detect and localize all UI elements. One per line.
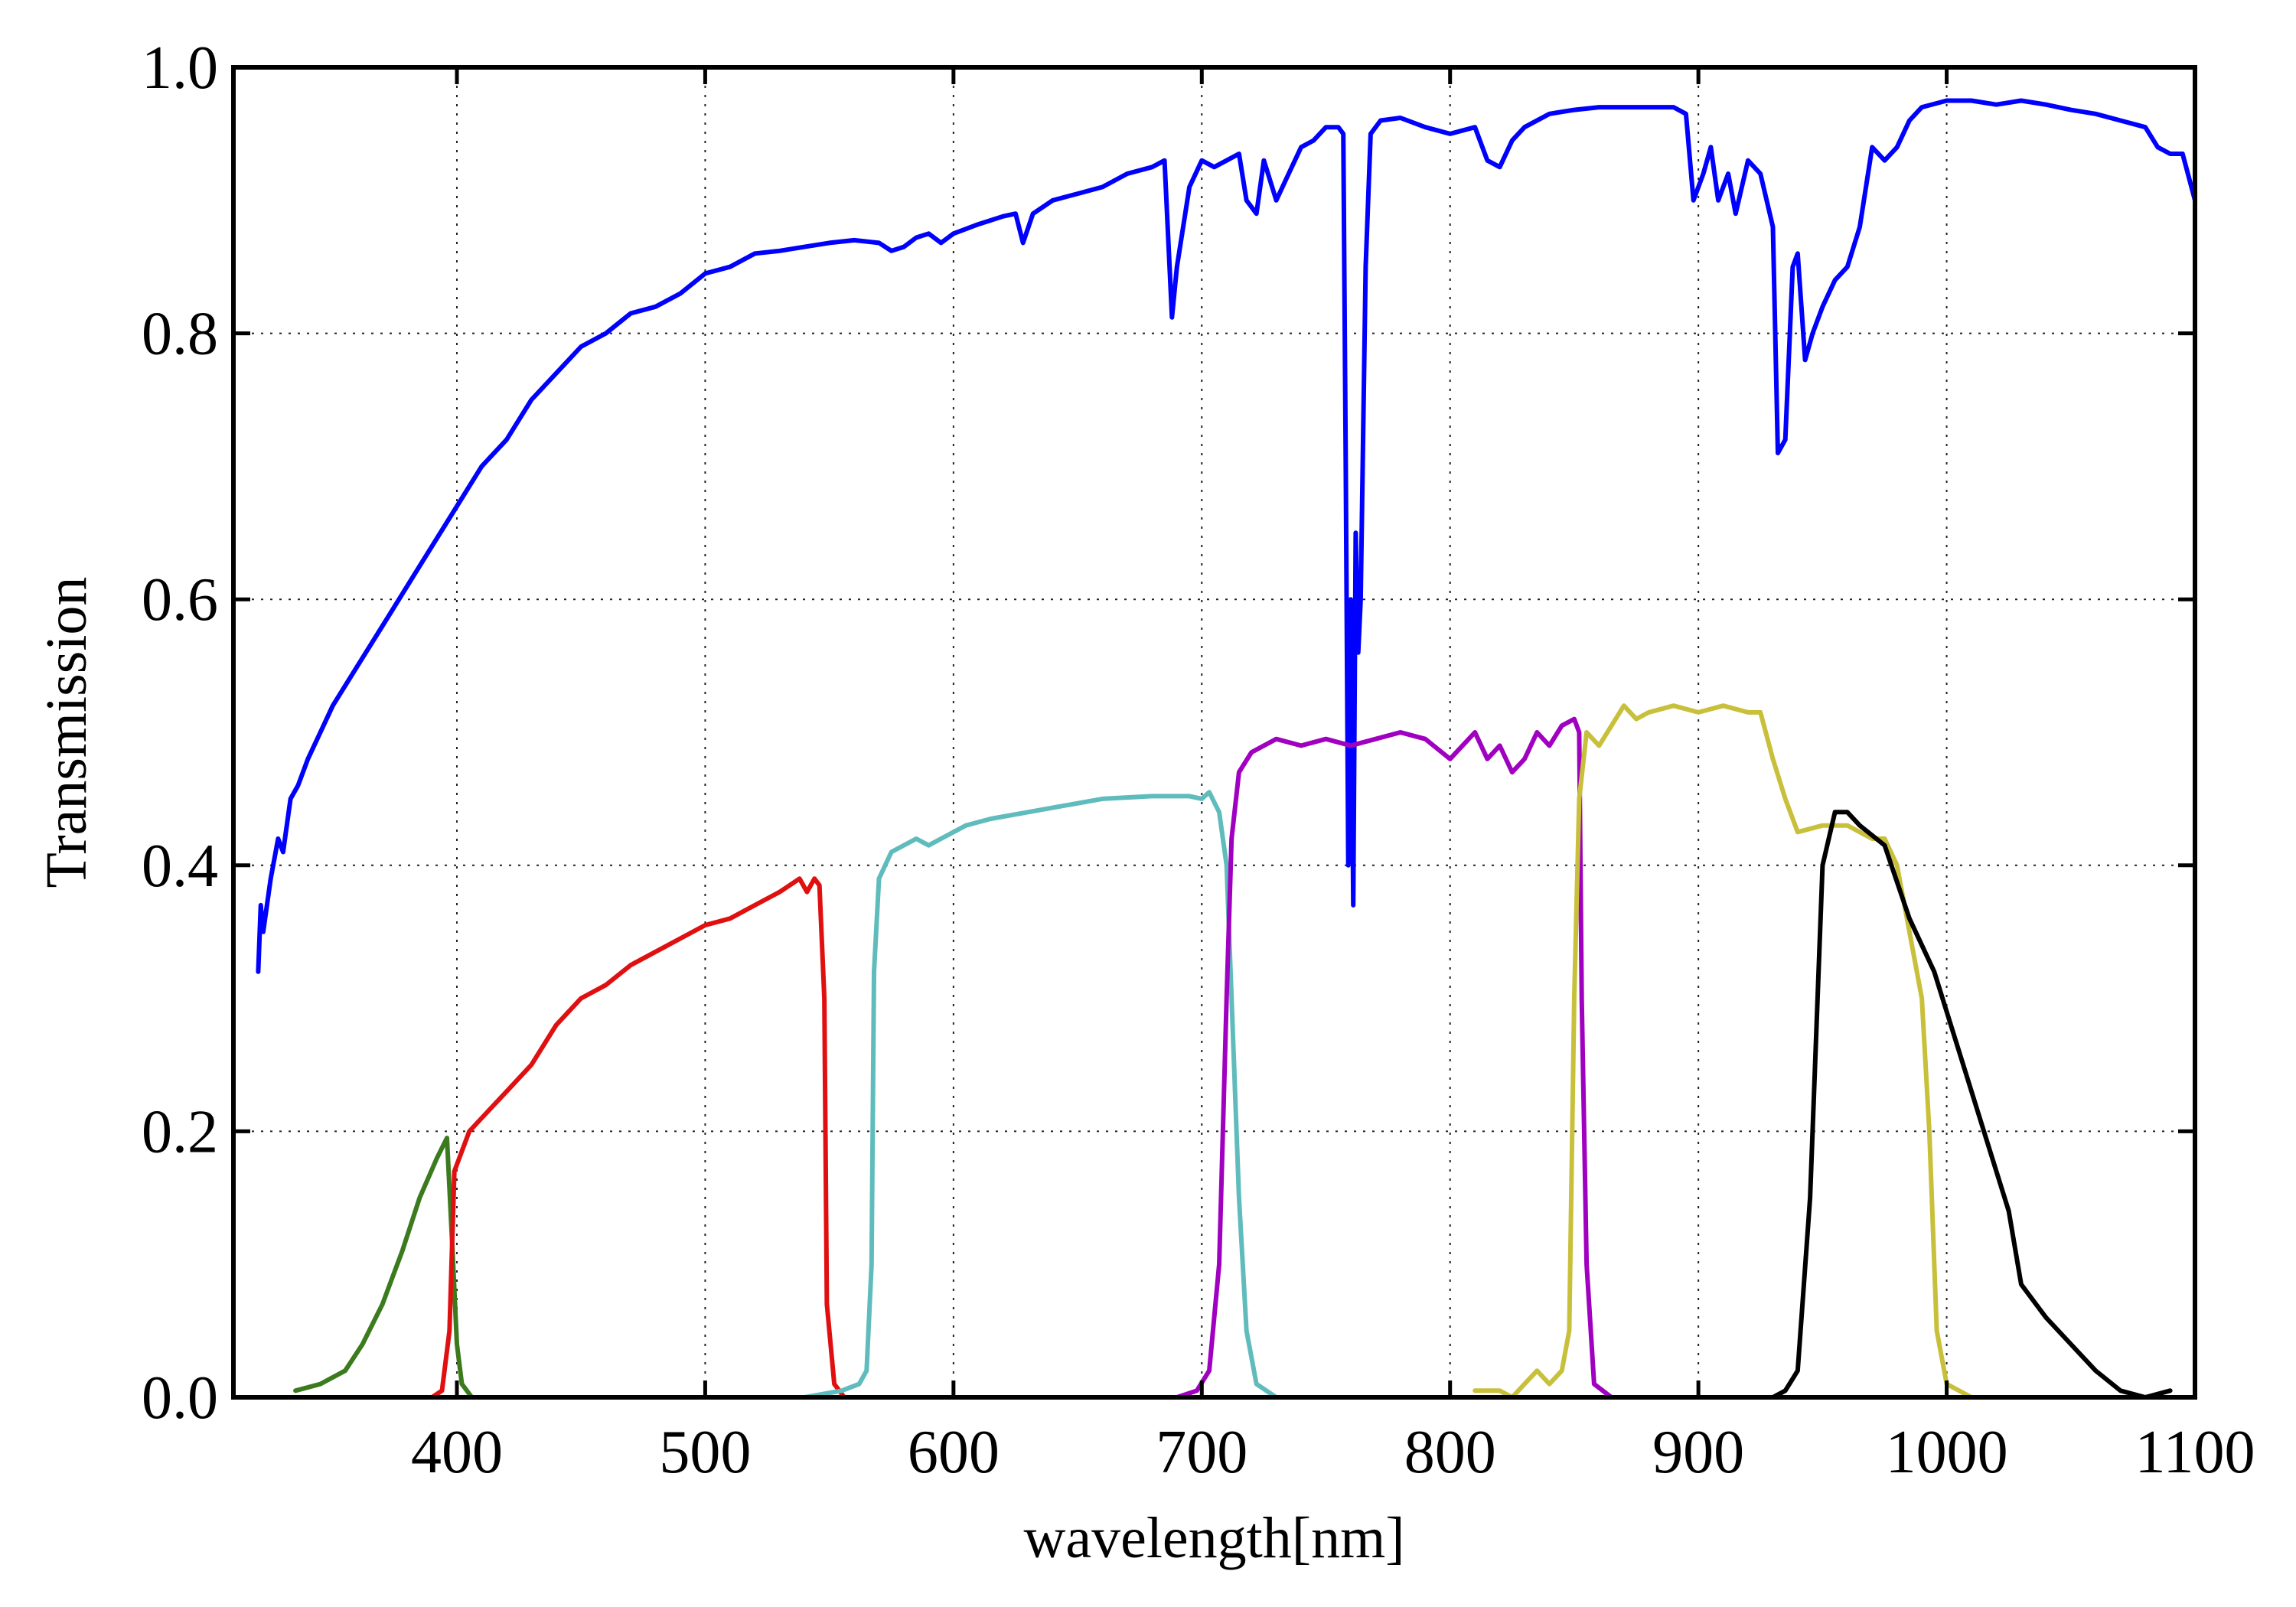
series-line-4 (802, 790, 1279, 1400)
series-line-6 (1473, 703, 2011, 1400)
y-tick-label-0.2: 0.2 (142, 1098, 218, 1165)
series-group (256, 98, 2197, 1400)
axis-ticks (233, 65, 2197, 1400)
plot-frame (231, 65, 2197, 1400)
x-tick-label-1100: 1100 (2135, 1419, 2255, 1486)
y-tick-label-0.8: 0.8 (142, 301, 218, 368)
x-tick-label-900: 900 (1652, 1419, 1744, 1486)
x-tick-label-1000: 1000 (1886, 1419, 2008, 1486)
x-tick-label-400: 400 (411, 1419, 503, 1486)
series-line-1 (256, 98, 2197, 974)
x-tick-label-700: 700 (1156, 1419, 1247, 1486)
y-tick-label-1.0: 1.0 (142, 34, 218, 102)
series-line-7 (1770, 810, 2173, 1400)
series-line-2 (293, 1136, 475, 1400)
x-axis-label: wavelength[nm] (1023, 1506, 1404, 1570)
x-tick-label-800: 800 (1404, 1419, 1496, 1486)
tick-labels: 400 500 600 700 800 900 1000 1100 0.0 0.2 0.4 0.6 0.… (142, 34, 2255, 1486)
x-tick-label-500: 500 (659, 1419, 751, 1486)
grid-lines (233, 67, 2195, 1397)
series-line-5 (1124, 716, 1614, 1400)
y-axis-label: Transmission (34, 577, 99, 888)
y-tick-label-0.6: 0.6 (142, 566, 218, 634)
y-tick-label-0.4: 0.4 (142, 833, 218, 900)
y-tick-label-0.0: 0.0 (142, 1364, 218, 1432)
x-tick-label-600: 600 (908, 1419, 1000, 1486)
series-line-3 (380, 876, 857, 1400)
